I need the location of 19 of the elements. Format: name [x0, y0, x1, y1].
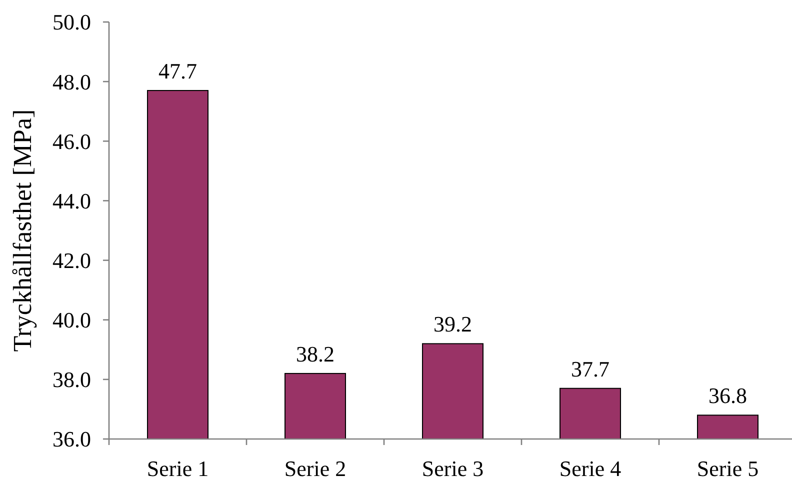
y-tick-label: 46.0: [52, 128, 91, 154]
y-tick-label: 42.0: [52, 248, 91, 273]
data-label: 39.2: [434, 312, 472, 337]
x-tick-label: Serie 4: [559, 456, 622, 481]
x-tick-label: Serie 3: [422, 456, 484, 481]
x-tick-label: Serie 1: [146, 456, 209, 481]
y-tick-label: 36.0: [52, 426, 91, 452]
x-tick-label: Serie 2: [284, 456, 346, 481]
data-label: 37.7: [571, 356, 610, 382]
y-tick-label: 38.0: [52, 367, 91, 392]
y-axis-title: Tryckhållfasthet [MPa]: [8, 109, 37, 352]
y-tick-label: 48.0: [52, 69, 91, 94]
data-label: 38.2: [296, 341, 334, 366]
data-label: 47.7: [158, 58, 197, 84]
data-label: 36.8: [708, 383, 747, 408]
x-tick-label: Serie 5: [696, 456, 759, 481]
y-tick-label: 40.0: [52, 308, 91, 333]
y-tick-label: 44.0: [52, 188, 91, 214]
y-tick-label: 50.0: [52, 10, 91, 35]
